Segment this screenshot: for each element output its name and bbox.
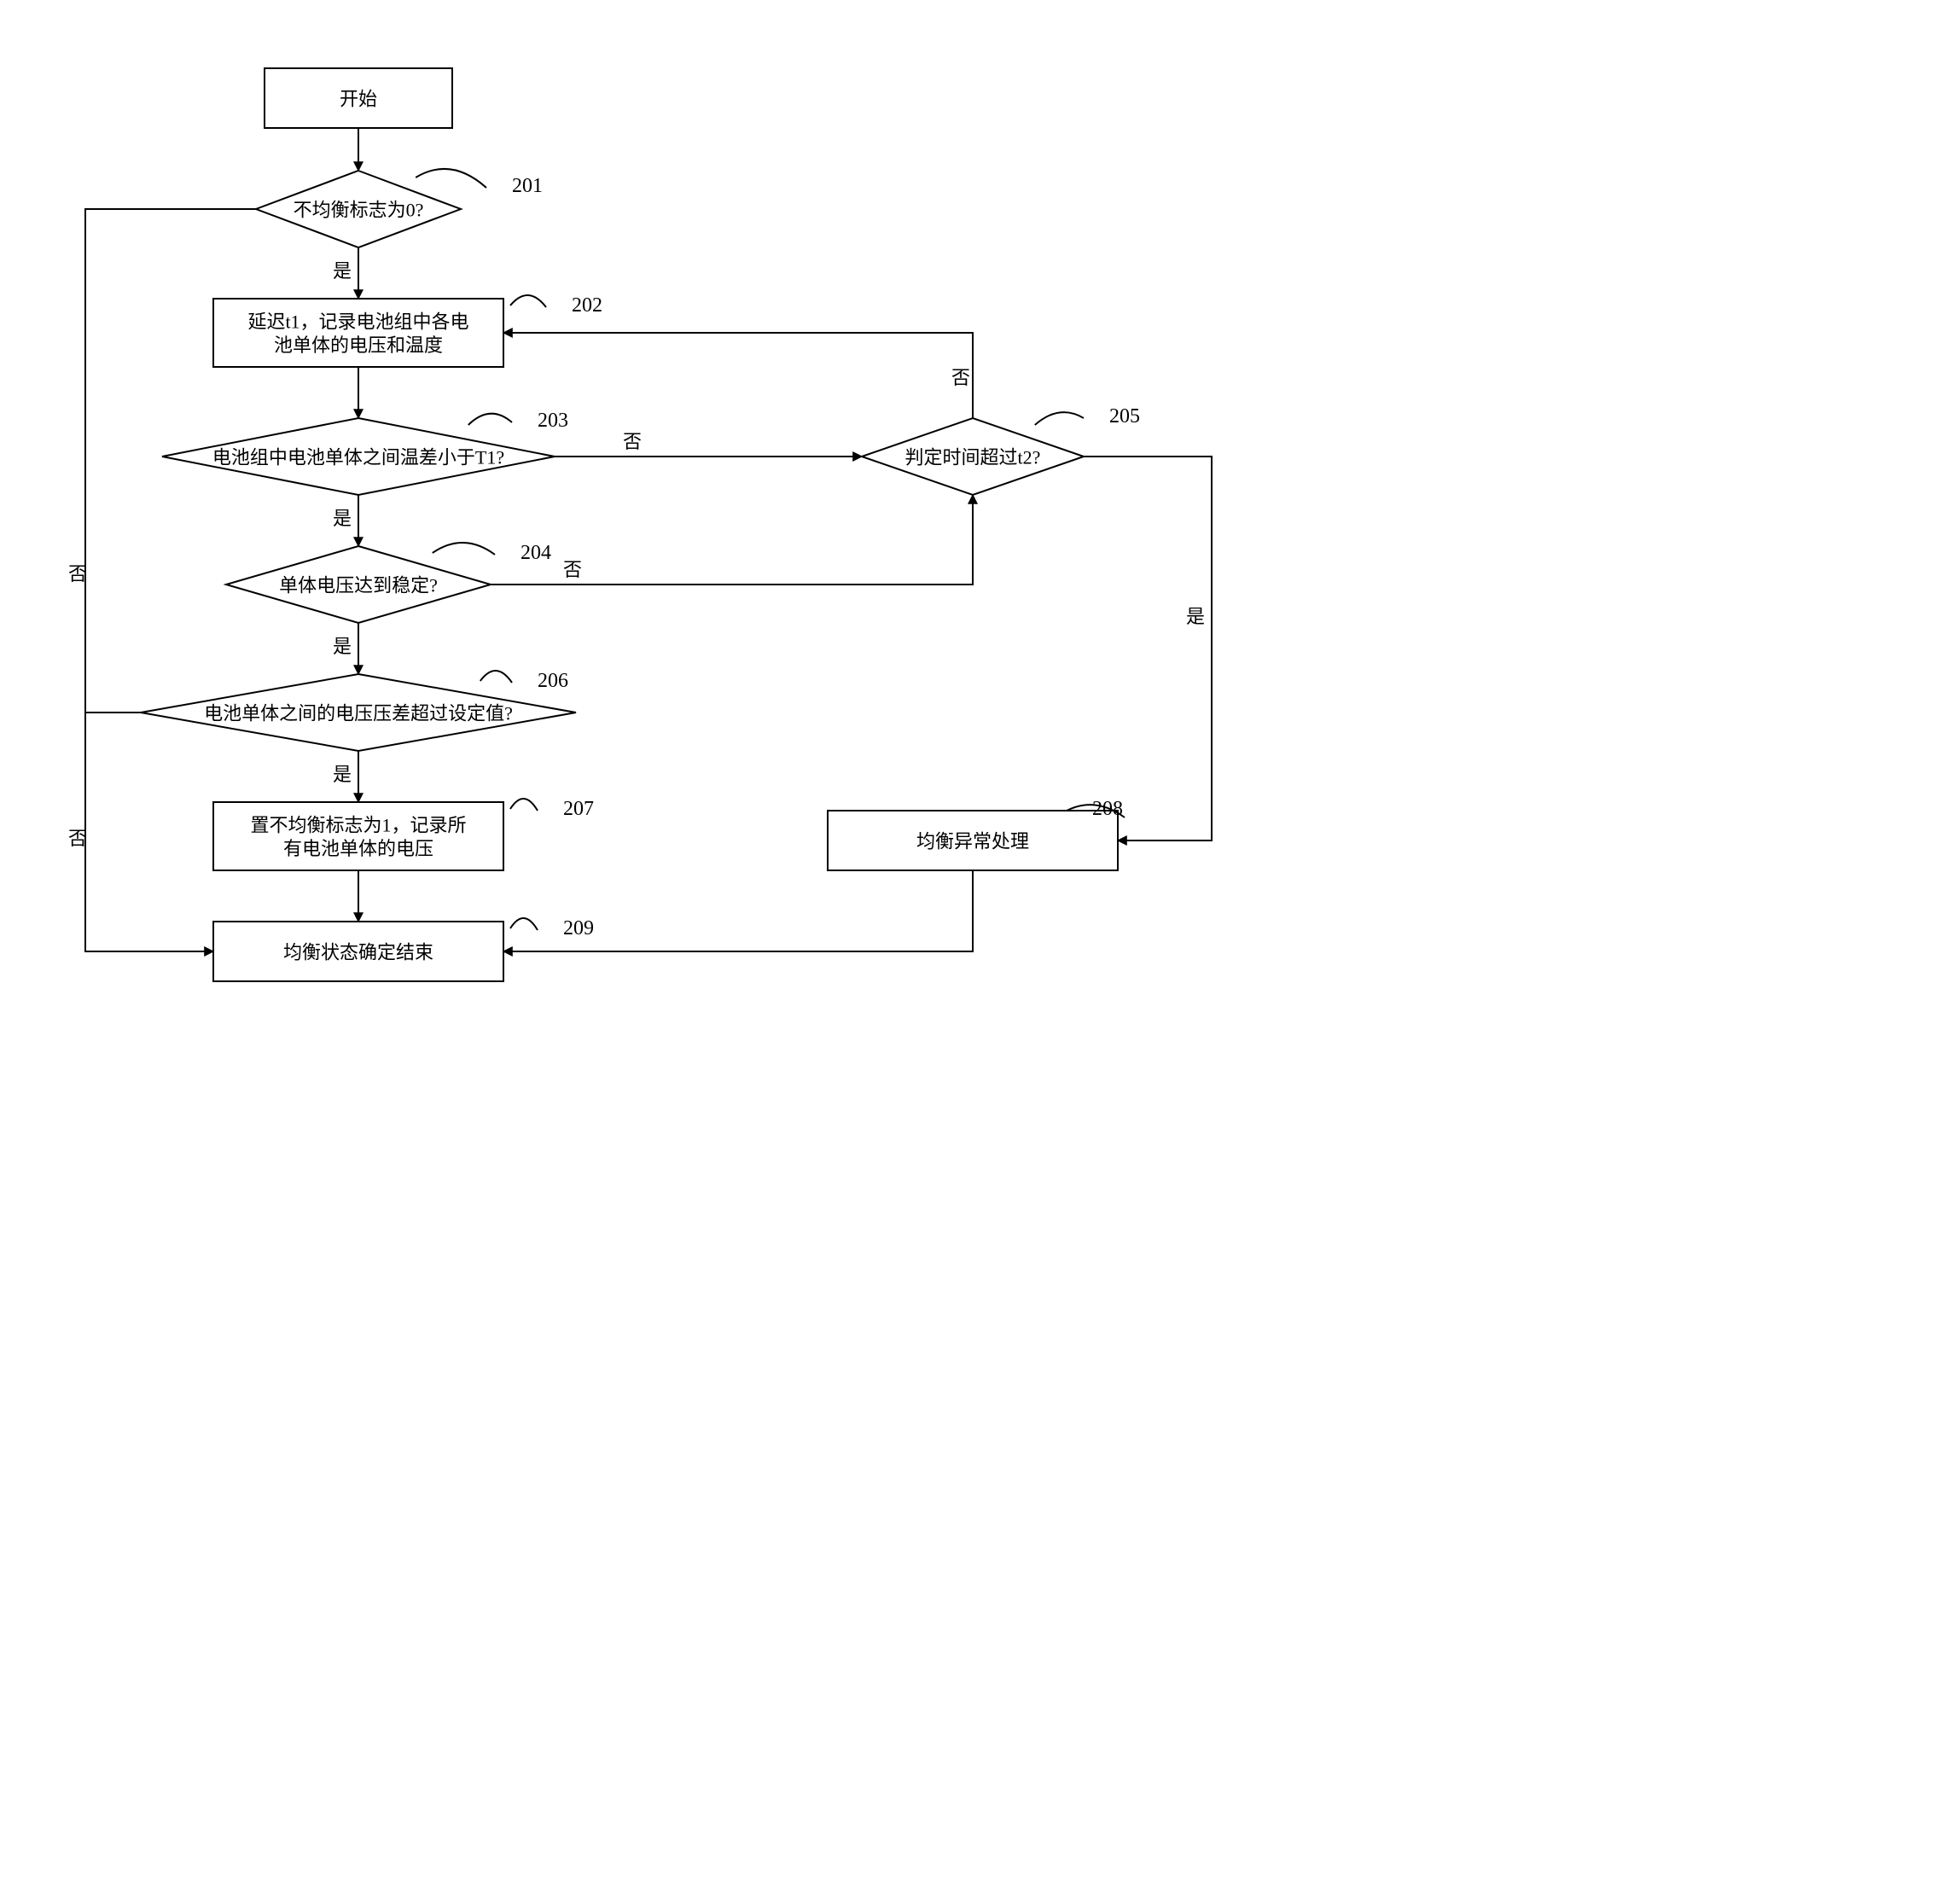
ref-number: 203 (538, 410, 568, 432)
ref-number: 202 (572, 294, 602, 317)
edge-label: 否 (951, 367, 970, 388)
ref-leader (416, 169, 486, 188)
edge-label: 是 (333, 260, 352, 282)
ref-number: 206 (538, 670, 568, 692)
ref-number: 208 (1092, 798, 1123, 820)
edge-label: 是 (333, 508, 352, 529)
ref-number: 201 (512, 175, 543, 197)
node-label: 延迟t1，记录电池组中各电 (247, 311, 468, 333)
ref-leader (1035, 412, 1084, 425)
ref-leader (433, 543, 495, 555)
ref-number: 205 (1109, 405, 1140, 428)
node-label: 不均衡标志为0? (294, 199, 424, 220)
ref-leader (510, 295, 546, 307)
node-label: 单体电压达到稳定? (279, 574, 438, 596)
edge-label: 是 (333, 764, 352, 785)
node-label: 判定时间超过t2? (905, 446, 1041, 468)
edge-label: 否 (68, 563, 87, 585)
edge-label: 否 (68, 828, 87, 849)
node-label: 电池组中电池单体之间温差小于T1? (212, 446, 504, 468)
flow-edge (503, 333, 973, 418)
node-label: 池单体的电压和温度 (274, 334, 443, 356)
ref-number: 204 (521, 542, 551, 564)
flowchart-container: 是是是是否否否是否否开始不均衡标志为0?201延迟t1，记录电池组中各电池单体的… (34, 34, 1926, 1271)
node-label: 置不均衡标志为1，记录所 (250, 815, 466, 836)
flow-edge (1084, 457, 1212, 840)
edge-label: 是 (1186, 606, 1205, 627)
ref-leader (510, 799, 538, 811)
node-label: 电池单体之间的电压压差超过设定值? (204, 702, 513, 724)
node-label: 均衡状态确定结束 (283, 941, 433, 963)
node-p207 (213, 802, 503, 870)
node-label: 开始 (340, 88, 377, 109)
edge-label: 否 (563, 559, 582, 580)
edge-label: 否 (623, 431, 642, 452)
node-p202 (213, 299, 503, 367)
ref-leader (468, 414, 512, 425)
node-label: 有电池单体的电压 (283, 838, 433, 859)
flowchart-svg: 是是是是否否否是否否开始不均衡标志为0?201延迟t1，记录电池组中各电池单体的… (34, 34, 1314, 1271)
ref-leader (510, 918, 538, 930)
ref-number: 207 (563, 798, 594, 820)
node-label: 均衡异常处理 (916, 830, 1029, 852)
edge-label: 是 (333, 636, 352, 657)
ref-leader (480, 671, 512, 683)
ref-number: 209 (563, 917, 594, 939)
